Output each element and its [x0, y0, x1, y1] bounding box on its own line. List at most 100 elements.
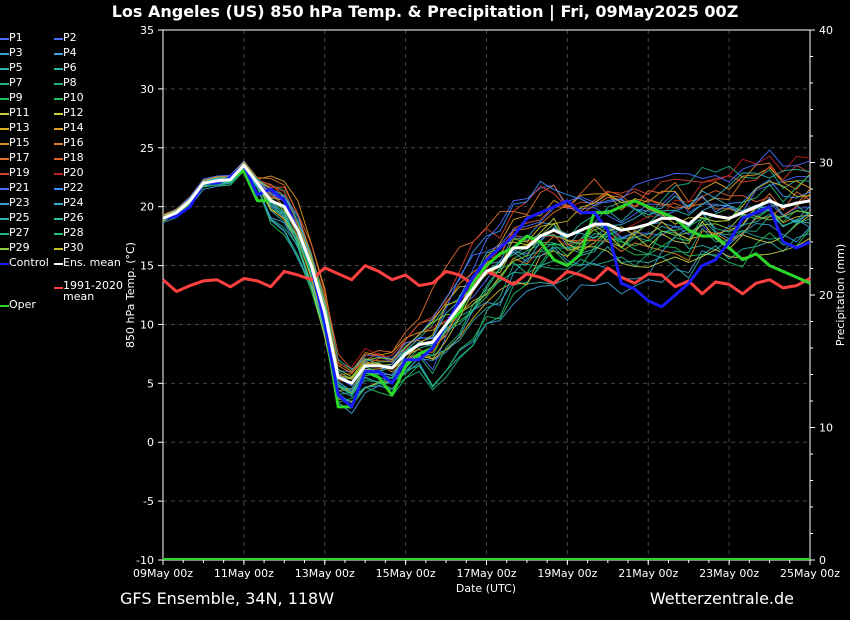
ensemble-line-p21: [162, 149, 811, 387]
legend-label: P19: [9, 166, 30, 179]
legend-swatch: [54, 143, 63, 145]
legend-swatch: [0, 305, 9, 307]
y-tick-label: 25: [140, 142, 154, 155]
legend-swatch: [54, 233, 63, 235]
legend-label: P5: [9, 61, 23, 74]
legend-swatch: [0, 143, 9, 145]
legend-swatch: [0, 98, 9, 100]
legend-label: 1991-2020 mean: [63, 279, 123, 303]
y-tick-label: 35: [140, 24, 154, 37]
legend-label: P7: [9, 76, 23, 89]
legend-swatch: [0, 68, 9, 70]
x-tick-label: 15May 00z: [376, 567, 436, 580]
legend-swatch: [54, 248, 63, 250]
legend-label: P11: [9, 106, 30, 119]
legend-swatch: [54, 173, 63, 175]
legend-label: P14: [63, 121, 84, 134]
legend-swatch: [0, 38, 9, 40]
legend-swatch: [0, 53, 9, 55]
y2-tick-label: 40: [819, 24, 833, 37]
legend-label: P25: [9, 211, 30, 224]
legend-swatch: [54, 263, 63, 265]
legend-label: P23: [9, 196, 30, 209]
y-tick-label: 30: [140, 83, 154, 96]
x-tick-label: 21May 00z: [618, 567, 678, 580]
legend-label: P28: [63, 226, 84, 239]
legend-swatch: [54, 128, 63, 130]
y-tick-label: 15: [140, 260, 154, 273]
legend-label: P10: [63, 91, 84, 104]
legend-label: P15: [9, 136, 30, 149]
ensemble-line-p23: [162, 166, 811, 404]
ensemble-line-p6: [162, 163, 811, 394]
y2-tick-label: 0: [819, 554, 826, 567]
chart-title: Los Angeles (US) 850 hPa Temp. & Precipi…: [111, 2, 739, 21]
ensemble-line-p9: [162, 169, 811, 407]
legend-swatch: [0, 233, 9, 235]
legend-label: P27: [9, 226, 30, 239]
legend-swatch: [54, 113, 63, 115]
y-tick-label: 10: [140, 318, 154, 331]
ensemble-line-p22: [162, 162, 811, 384]
legend-swatch: [0, 188, 9, 190]
legend-label: P17: [9, 151, 30, 164]
legend-label: P3: [9, 46, 23, 59]
ensemble-line-p20: [162, 155, 811, 368]
legend-label: P20: [63, 166, 84, 179]
legend-label: P21: [9, 181, 30, 194]
legend-swatch: [0, 248, 9, 250]
legend-swatch: [54, 203, 63, 205]
legend-swatch: [54, 38, 63, 40]
y-tick-label: -5: [143, 495, 154, 508]
y2-tick-label: 10: [819, 422, 833, 435]
legend-label: P9: [9, 91, 23, 104]
legend-label: P26: [63, 211, 84, 224]
x-tick-label: 19May 00z: [537, 567, 597, 580]
y-tick-label: 0: [147, 436, 154, 449]
legend-swatch: [54, 158, 63, 160]
ensemble-line-p29: [162, 164, 811, 378]
legend-label: P2: [63, 31, 77, 44]
legend-swatch: [54, 68, 63, 70]
legend-swatch: [0, 263, 9, 265]
legend-swatch: [0, 113, 9, 115]
legend-swatch: [0, 218, 9, 220]
legend-label: Ens. mean: [63, 256, 121, 269]
legend-label: P8: [63, 76, 77, 89]
y-tick-label: 5: [147, 377, 154, 390]
legend-swatch: [54, 218, 63, 220]
legend-swatch: [0, 203, 9, 205]
legend-label: P12: [63, 106, 84, 119]
grid: [163, 30, 810, 560]
footer-model-info: GFS Ensemble, 34N, 118W: [120, 589, 335, 608]
x-tick-label: 09May 00z: [133, 567, 193, 580]
legend-label: Control: [9, 256, 49, 269]
legend-label: P16: [63, 136, 84, 149]
legend-label: Oper: [9, 298, 36, 311]
ensemble-line-p14: [162, 161, 811, 373]
x-axis-label: Date (UTC): [456, 582, 516, 595]
y-tick-label: -10: [136, 554, 154, 567]
y2-tick-label: 30: [819, 157, 833, 170]
legend-swatch: [0, 158, 9, 160]
ensemble-line-p17: [162, 162, 811, 376]
legend-label: P4: [63, 46, 77, 59]
x-tick-label: 11May 00z: [214, 567, 274, 580]
series-line-control: [162, 163, 811, 409]
legend-label: P24: [63, 196, 84, 209]
legend-swatch: [54, 53, 63, 55]
series-line-ens-mean: [162, 163, 811, 385]
legend-label: P13: [9, 121, 30, 134]
x-tick-label: 25May 00z: [780, 567, 840, 580]
y-tick-label: 20: [140, 201, 154, 214]
ensemble-line-p27: [162, 166, 811, 397]
legend-swatch: [54, 188, 63, 190]
legend-swatch: [54, 83, 63, 85]
legend-label: P30: [63, 241, 84, 254]
x-tick-label: 17May 00z: [456, 567, 516, 580]
y2-tick-label: 20: [819, 289, 833, 302]
y-axis-label: 850 hPa Temp. (°C): [124, 242, 137, 348]
legend-swatch: [0, 83, 9, 85]
legend-label: P29: [9, 241, 30, 254]
